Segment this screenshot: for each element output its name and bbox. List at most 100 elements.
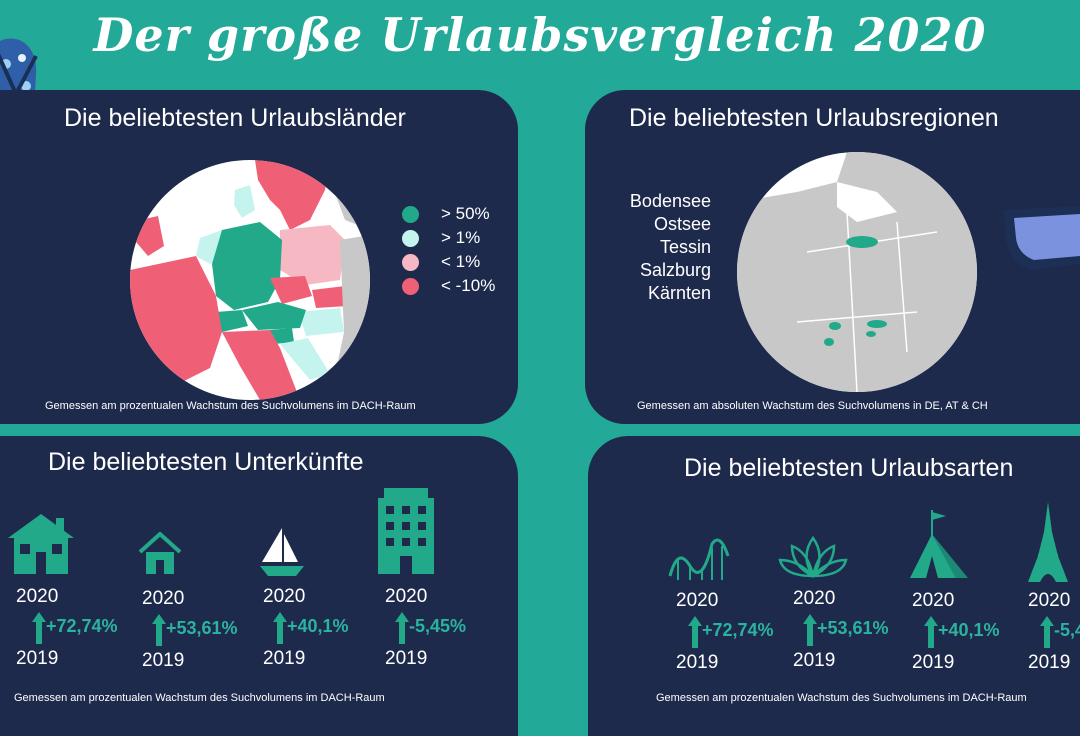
sunglasses-icon [1004, 206, 1080, 270]
tent-icon [910, 510, 968, 578]
map-country-uk [136, 216, 164, 256]
year-bottom: 2019 [676, 652, 719, 673]
regions-footnote: Gemessen am absoluten Wachstum des Suchv… [637, 400, 988, 412]
sailboat-icon [260, 528, 304, 576]
eiffel-tower-icon [1028, 502, 1068, 582]
year-bottom: 2019 [16, 648, 59, 669]
arrow-up-icon [32, 612, 46, 644]
arrow-up-icon [1040, 616, 1054, 648]
change-value: +40,1% [938, 620, 1000, 641]
year-bottom: 2019 [385, 648, 428, 669]
accommodations-footnote: Gemessen am prozentualen Wachstum des Su… [14, 692, 385, 704]
change-value: +53,61% [817, 618, 889, 639]
map-country-czech [270, 276, 312, 304]
legend-label: > 1% [441, 228, 481, 247]
accommodation-stat: 2020 +72,74% 2019 [16, 586, 136, 670]
year-top: 2020 [16, 586, 59, 607]
countries-title: Die beliebtesten Urlaubsländer [64, 104, 406, 132]
map-country-austria [242, 302, 306, 330]
accommodation-stat: 2020 +40,1% 2019 [263, 586, 383, 670]
arrow-up-icon [803, 614, 817, 646]
legend-label: < 1% [441, 252, 481, 271]
accommodation-stat: 2020 -5,45% 2019 [385, 586, 505, 670]
legend-dot [402, 277, 419, 295]
change-value: +72,74% [46, 616, 118, 637]
region-item: Ostsee [653, 214, 711, 234]
map-country-hungary [298, 308, 344, 336]
map-country-france [130, 256, 222, 388]
map-country-switzerland [216, 310, 248, 332]
page-title: Der große Urlaubsvergleich 2020 [93, 8, 987, 62]
year-bottom: 2019 [793, 650, 836, 671]
region-marker-kaernten [866, 331, 876, 337]
types-footnote: Gemessen am prozentualen Wachstum des Su… [656, 692, 1027, 704]
legend-item: < -10% [402, 274, 495, 298]
year-top: 2020 [912, 590, 955, 611]
legend-dot [402, 253, 419, 271]
region-marker-tessin [824, 338, 834, 346]
small-house-icon [138, 532, 182, 574]
region-item: Salzburg [639, 260, 711, 280]
rollercoaster-icon [668, 538, 730, 580]
accommodation-stat: 2020 +53,61% 2019 [142, 588, 262, 672]
year-top: 2020 [676, 590, 719, 611]
map-country-italy [222, 330, 300, 400]
year-top: 2020 [263, 586, 306, 607]
map-sea [837, 182, 897, 222]
year-bottom: 2019 [1028, 652, 1071, 673]
lotus-icon [778, 536, 848, 579]
year-top: 2020 [793, 588, 836, 609]
type-stat: 2020 -5,4 2019 [1028, 590, 1080, 674]
hotel-building-icon [378, 488, 434, 574]
change-value: -5,4 [1054, 620, 1080, 641]
map-country-germany [212, 222, 282, 310]
countries-footnote: Gemessen am prozentualen Wachstum des Su… [45, 400, 416, 412]
type-stat: 2020 +72,74% 2019 [676, 590, 796, 674]
house-icon [8, 514, 74, 574]
region-marker-ostsee [846, 236, 878, 248]
legend-item: < 1% [402, 250, 495, 274]
regions-panel: Die beliebtesten Urlaubsregionen Bodense… [585, 90, 1080, 424]
type-stat: 2020 +40,1% 2019 [912, 590, 1032, 674]
year-bottom: 2019 [912, 652, 955, 673]
map-country-denmark [234, 185, 255, 218]
change-value: +72,74% [702, 620, 774, 641]
regions-map [737, 152, 977, 392]
legend-dot [402, 205, 419, 223]
europe-map [130, 160, 370, 400]
year-top: 2020 [385, 586, 428, 607]
legend-item: > 50% [402, 202, 495, 226]
arrow-up-icon [924, 616, 938, 648]
region-marker-salzburg [867, 320, 887, 328]
map-country-slovenia [270, 328, 294, 344]
region-item: Bodensee [629, 191, 711, 211]
accommodations-title: Die beliebtesten Unterkünfte [48, 448, 364, 476]
regions-list: Bodensee Ostsee Tessin Salzburg Kärnten [603, 190, 711, 305]
map-legend: > 50% > 1% < 1% < -10% [402, 202, 495, 298]
countries-panel: Die beliebtesten Urlaubsländer [0, 90, 518, 424]
year-bottom: 2019 [142, 650, 185, 671]
accommodations-panel: Die beliebtesten Unterkünfte 2020 +72,74… [0, 436, 518, 736]
arrow-up-icon [152, 614, 166, 646]
legend-label: > 50% [441, 204, 490, 223]
region-marker-bodensee [829, 322, 841, 330]
arrow-up-icon [273, 612, 287, 644]
map-land [737, 152, 977, 392]
map-country-poland [280, 225, 345, 285]
change-value: -5,45% [409, 616, 467, 637]
map-country-finland-east [330, 170, 370, 230]
arrow-up-icon [395, 612, 409, 644]
map-country-croatia [280, 338, 330, 380]
legend-item: > 1% [402, 226, 495, 250]
region-item: Kärnten [647, 283, 711, 303]
legend-label: < -10% [441, 276, 496, 295]
map-country-scandinavia [255, 160, 330, 230]
map-country-slovakia [312, 286, 348, 308]
types-panel: Die beliebtesten Urlaubsarten 2020 +72,7… [588, 436, 1080, 736]
year-bottom: 2019 [263, 648, 306, 669]
arrow-up-icon [688, 616, 702, 648]
change-value: +40,1% [287, 616, 349, 637]
legend-dot [402, 229, 419, 247]
types-title: Die beliebtesten Urlaubsarten [684, 454, 1014, 482]
region-item: Tessin [659, 237, 711, 257]
